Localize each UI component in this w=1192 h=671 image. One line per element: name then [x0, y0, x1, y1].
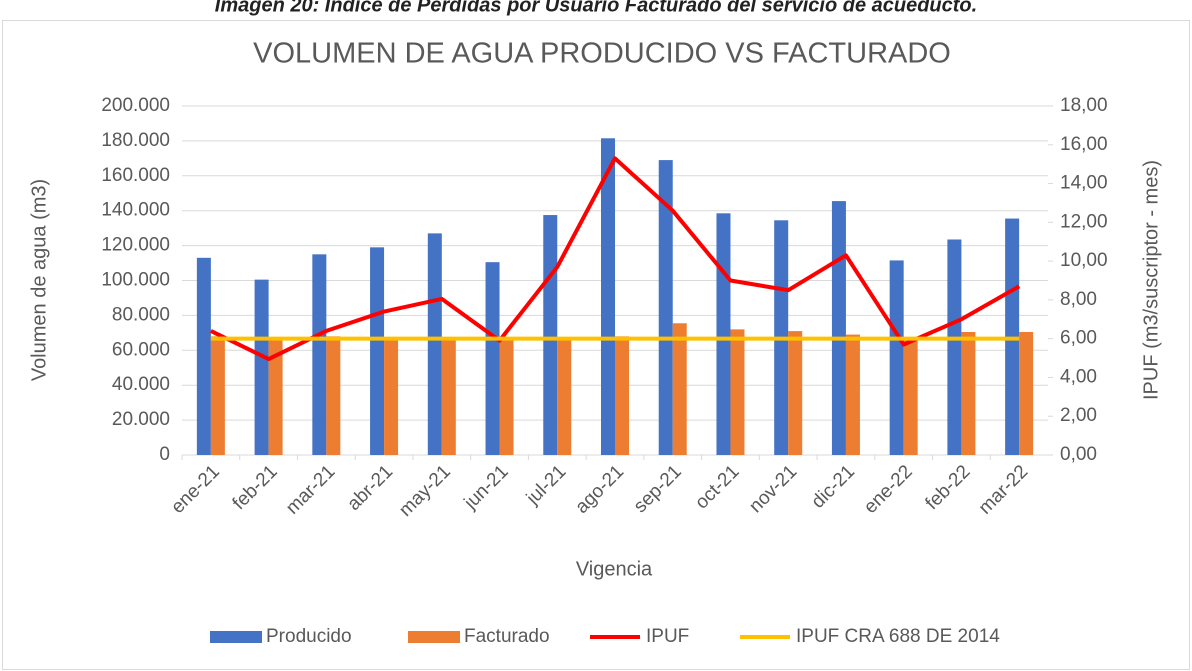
y-tick-label: 200.000 — [101, 95, 170, 116]
line-series — [209, 156, 1021, 362]
legend-label: IPUF CRA 688 DE 2014 — [796, 626, 1000, 647]
bar — [441, 338, 456, 455]
y2-tick-label: 4,00 — [1060, 366, 1097, 387]
bar — [427, 233, 442, 455]
y2-tick-label: 6,00 — [1060, 328, 1097, 349]
bar — [254, 279, 269, 455]
y2-tick-label: 16,00 — [1060, 134, 1108, 155]
y2-tick-label: 2,00 — [1060, 405, 1097, 426]
y-tick-label: 100.000 — [101, 270, 170, 291]
y-tick-label: 60.000 — [112, 339, 170, 360]
legend-swatch — [408, 631, 460, 643]
y2-tick-label: 10,00 — [1060, 250, 1108, 271]
y2-tick-label: 8,00 — [1060, 289, 1097, 310]
x-tick-label: jul-21 — [522, 461, 570, 509]
y-tick-label: 140.000 — [101, 200, 170, 221]
x-tick-label: jun-21 — [460, 461, 513, 514]
x-tick-label: mar-21 — [282, 461, 339, 518]
x-tick-label: ago-21 — [571, 461, 628, 518]
legend-label: Facturado — [464, 626, 550, 647]
chart-title: VOLUMEN DE AGUA PRODUCIDO VS FACTURADO — [253, 38, 951, 70]
bar — [312, 254, 327, 455]
y-tick-label: 40.000 — [112, 374, 170, 395]
x-tick-label: feb-21 — [229, 461, 282, 514]
bar — [196, 257, 211, 455]
bar — [672, 323, 687, 455]
y-tick-label: 120.000 — [101, 235, 170, 256]
x-tick-label: abr-21 — [343, 461, 397, 515]
bar — [889, 260, 904, 455]
x-tick-label: may-21 — [395, 461, 455, 521]
legend-label: IPUF — [646, 626, 689, 647]
caption: Imagen 20: Índice de Pérdidas por Usuari… — [215, 0, 977, 16]
bar — [947, 239, 962, 455]
x-tick-label: ene-22 — [860, 461, 917, 518]
y-tick-label: 20.000 — [112, 409, 170, 430]
y-tick-label: 180.000 — [101, 130, 170, 151]
y-tick-label: 0 — [159, 444, 170, 465]
legend-swatch — [210, 631, 262, 643]
bar — [845, 334, 860, 455]
bar — [543, 215, 558, 455]
y2-tick-label: 18,00 — [1060, 95, 1108, 116]
bar — [384, 338, 399, 455]
bar — [326, 336, 341, 455]
x-tick-label: feb-22 — [922, 461, 975, 514]
bar — [831, 201, 846, 455]
bar — [903, 339, 918, 455]
bar — [615, 336, 629, 455]
bar — [485, 262, 500, 455]
bar — [601, 138, 615, 455]
bar — [210, 336, 225, 455]
x-tick-label: mar-22 — [975, 461, 1032, 518]
y2-tick-label: 14,00 — [1060, 173, 1108, 194]
chart-frame — [2, 20, 1190, 670]
bar — [788, 331, 803, 455]
bar — [716, 213, 731, 455]
y-tick-label: 80.000 — [112, 304, 170, 325]
x-tick-label: oct-21 — [691, 461, 743, 513]
x-tick-label: ene-21 — [167, 461, 224, 518]
bar — [499, 339, 514, 455]
y2-tick-label: 12,00 — [1060, 211, 1108, 232]
y-axis-title: Volumen de agua (m3) — [28, 179, 50, 381]
x-axis-title: Vigencia — [576, 558, 653, 580]
bar — [370, 247, 385, 455]
legend-label: Producido — [266, 626, 352, 647]
x-tick-label: nov-21 — [745, 461, 801, 517]
bar — [1019, 331, 1034, 455]
y2-tick-label: 0,00 — [1060, 444, 1097, 465]
x-tick-label: sep-21 — [630, 461, 686, 517]
bar — [658, 160, 673, 455]
bar — [268, 339, 283, 455]
bar — [557, 338, 572, 455]
x-tick-label: dic-21 — [808, 461, 859, 512]
bar — [961, 331, 976, 455]
y-tick-label: 160.000 — [101, 165, 170, 186]
bar — [730, 329, 745, 455]
y2-axis-title: IPUF (m3/suscriptor - mes) — [1140, 160, 1162, 400]
